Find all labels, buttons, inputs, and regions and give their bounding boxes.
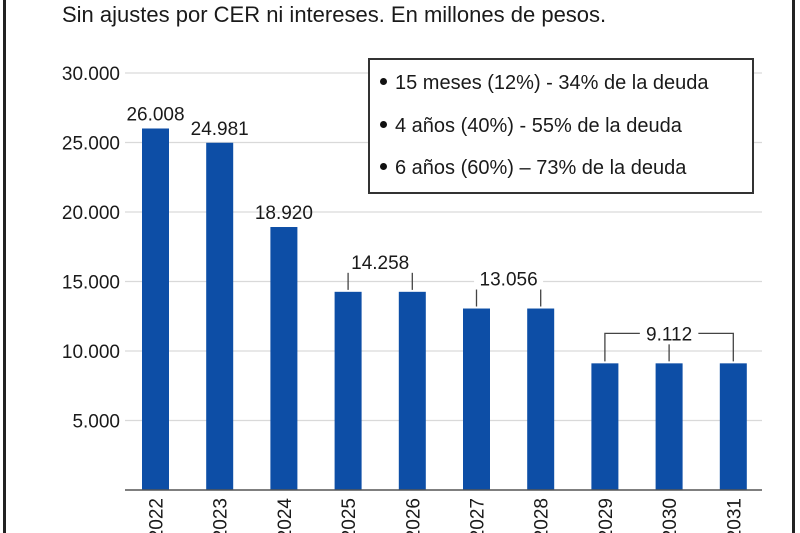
y-tick-label: 15.000 — [62, 273, 120, 294]
x-tick-label: 2030 — [660, 498, 681, 533]
y-tick-label: 5.000 — [72, 412, 120, 433]
data-label: 9.112 — [646, 324, 692, 345]
legend-text: 4 años (40%) - 55% de la deuda — [395, 115, 682, 137]
data-label-bg — [639, 322, 699, 345]
bar-2028 — [527, 308, 555, 490]
x-tick-label: 2024 — [275, 498, 296, 533]
x-tick-label: 2031 — [724, 498, 745, 533]
bullet-icon — [380, 163, 387, 171]
data-label: 14.258 — [351, 253, 409, 274]
chart-subtitle: Sin ajustes por CER ni intereses. En mil… — [62, 2, 607, 27]
data-label: 26.008 — [126, 104, 184, 125]
x-tick-label: 2026 — [403, 498, 424, 533]
legend-item-15-meses: 15 meses (12%) - 34% de la deuda — [380, 72, 709, 95]
bar-2031 — [719, 363, 747, 490]
bullet-icon — [380, 78, 387, 86]
legend-text: 6 años (60%) – 73% de la deuda — [395, 157, 687, 179]
data-label: 24.981 — [191, 119, 249, 140]
bar-2024 — [270, 227, 298, 490]
y-tick-label: 20.000 — [62, 203, 120, 224]
x-tick-label: 2029 — [596, 498, 617, 533]
bar-2025 — [334, 291, 362, 490]
bar-2029 — [591, 363, 619, 490]
right-border — [792, 0, 795, 533]
y-tick-label: 10.000 — [62, 342, 120, 363]
legend-item-4-anos: 4 años (40%) - 55% de la deuda — [380, 115, 682, 138]
bar-2022 — [142, 128, 169, 490]
bullet-icon — [380, 121, 387, 129]
legend-item-6-anos: 6 años (60%) – 73% de la deuda — [380, 157, 686, 180]
x-tick-label: 2027 — [468, 498, 489, 533]
bar-2026 — [398, 291, 426, 490]
data-label: 13.056 — [480, 270, 538, 291]
data-label-bg — [474, 267, 544, 290]
legend-text: 15 meses (12%) - 34% de la deuda — [395, 72, 709, 94]
y-tick-label: 30.000 — [62, 64, 120, 85]
x-tick-label: 2028 — [532, 498, 553, 533]
x-tick-label: 2022 — [147, 498, 168, 533]
bar-2023 — [206, 142, 234, 490]
bar-2027 — [463, 308, 490, 490]
y-tick-label: 25.000 — [62, 134, 120, 155]
x-tick-label: 2023 — [211, 498, 232, 533]
data-label-bg — [345, 250, 415, 273]
legend-box: 15 meses (12%) - 34% de la deuda 4 años … — [368, 58, 754, 194]
x-tick-label: 2025 — [339, 498, 360, 533]
data-label: 18.920 — [255, 203, 313, 224]
left-border — [3, 0, 6, 533]
bar-2030 — [655, 363, 683, 490]
